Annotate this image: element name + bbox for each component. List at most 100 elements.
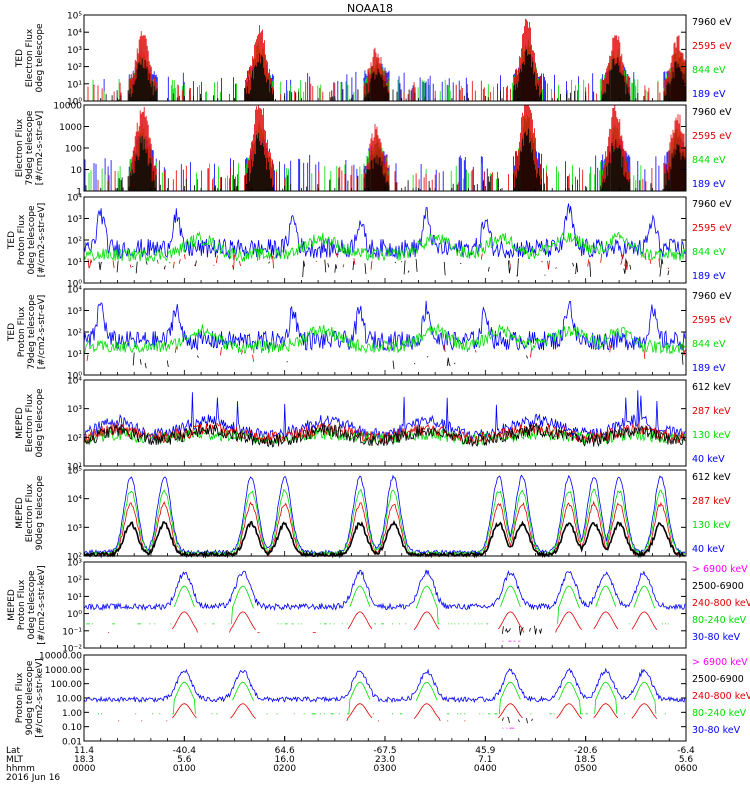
legend-entry: 2595 eV [692,41,732,52]
series-189-ev [83,300,686,352]
figure-title: NOAA18 [347,2,393,15]
y-axis-label: Proton Flux [17,306,27,357]
y-tick-label: 10¹ [67,593,82,603]
y-tick-label: 0.10 [62,723,82,733]
y-axis-label: TED [7,231,17,250]
x-tick-label: -6.4 [677,746,695,756]
y-tick-label: 10³ [67,46,82,56]
legend-entry: 40 keV [692,544,725,555]
series-2595-ev [97,105,686,191]
series-7960-ev [99,258,681,277]
y-axis-label: MEPED [15,497,25,529]
y-tick-label: 10000.00 [39,652,82,662]
panel-1: 10⁰ 10¹ 10² 10³ 10⁴ 10⁵ TED Electron Flux 0deg t… [15,12,732,108]
y-axis-label: [#/cm2-s-str-keV] [37,565,47,644]
x-row-label: MLT [6,755,24,765]
y-tick-label: 0.01 [62,738,82,748]
y-tick-label: 10.00 [56,695,82,705]
x-row-label: 2016 Jun 16 [6,773,60,783]
y-axis-label: Proton Flux [15,672,25,723]
panel-frame [83,379,687,467]
y-tick-label: 10⁰ [67,610,82,620]
y-tick-label: 10² [67,576,82,586]
series-612-kev [83,423,686,448]
y-tick-label: 10⁴ [67,495,82,505]
x-tick-label: 0500 [574,764,597,774]
y-tick-label: 10² [67,553,82,563]
x-tick-label: 23.0 [375,755,395,765]
legend-entry: 844 eV [692,339,726,350]
legend-entry: 30-80 keV [692,725,741,736]
y-axis-label: Proton Flux [17,579,27,630]
legend-entry: 189 eV [692,271,726,282]
series-7960-ev [85,128,686,191]
series-80-240-kev [98,682,685,714]
panel-3: 10⁰ 10¹ 10² 10³ 10⁴ TED Proton Flux 0deg telesc… [7,194,732,290]
y-axis-label: Proton Flux [17,214,27,265]
panel-frame [83,288,687,376]
x-tick-label: 0100 [173,764,196,774]
legend-entry: 7960 eV [692,107,732,118]
series-30-80-kev [83,569,686,612]
series-2595-ev [86,344,686,362]
y-tick-label: 10³ [67,405,82,415]
series-2595-ev [88,253,684,269]
legend-entry: 844 eV [692,247,726,258]
panel-8: 0.01 0.10 1.00 10.00 100.00 1000.00 10000.00 Pr… [15,652,750,748]
x-tick-label: 5.6 [679,755,694,765]
y-axis-label: 79deg telescope [25,110,35,185]
y-tick-label: 10⁻² [62,645,82,655]
x-tick-label: 0600 [675,764,698,774]
y-axis-label: Electron Flux [15,118,25,177]
series-2500-6900 [502,625,542,636]
y-tick-label: 10² [67,63,82,73]
y-axis-label: Electron Flux [25,483,35,542]
x-tick-label: 5.6 [177,755,192,765]
y-tick-label: 10⁰ [67,280,82,290]
y-axis-label: Electron Flux [25,393,35,452]
legend-entry: 30-80 keV [692,632,741,643]
y-tick-label: 10¹ [67,80,82,90]
series-80-240-kev [86,586,685,624]
y-axis-label: TED [15,49,25,68]
legend-entry: 189 eV [692,89,726,100]
x-tick-label: 0000 [73,764,96,774]
x-tick-label: 18.3 [74,755,94,765]
y-tick-label: 10³ [67,307,82,317]
y-tick-label: 10⁴ [67,286,82,296]
y-tick-label: 10⁰ [67,372,82,382]
legend-entry: 189 eV [692,363,726,374]
series-7960-ev [105,49,686,101]
x-tick-label: 64.6 [275,746,295,756]
x-tick-label: 11.4 [74,746,94,756]
y-axis-label: [#/cm2-s-str-keV] [35,658,45,737]
legend-entry: 189 eV [692,179,726,190]
x-tick-label: -67.5 [373,746,396,756]
legend-entry: 7960 eV [692,199,732,210]
y-axis-label: 0deg telescope [35,23,45,93]
legend-entry: > 6900 keV [692,657,748,668]
y-tick-label: 10¹ [67,350,82,360]
y-axis-label: TED [7,323,17,342]
y-axis-label: [#/cm2-s-str-eV] [35,111,45,186]
y-tick-label: 100.00 [51,680,83,690]
series-844-ev [83,231,686,263]
legend-entry: 240-800 keV [692,598,750,609]
y-tick-label: 10³ [67,215,82,225]
y-tick-label: 10000 [53,102,82,112]
x-tick-label: 45.9 [475,746,495,756]
legend-entry: 844 eV [692,65,726,76]
y-axis-label: 0deg telescope [27,205,37,275]
y-tick-label: 1000 [59,123,82,133]
legend-entry: 240-800 keV [692,691,750,702]
y-axis-label: MEPED [15,407,25,439]
legend-entry: 2595 eV [692,315,732,326]
legend-entry: 7960 eV [692,291,732,302]
y-axis-label: [#/cm2-s-str-eV] [37,295,47,370]
series-30-80-kev [83,667,686,704]
y-tick-label: 100 [65,145,82,155]
legend-entry: 7960 eV [692,17,732,28]
legend-entry: 2595 eV [692,223,732,234]
x-row-label: hhmm [6,764,35,774]
panel-4: 10⁰ 10¹ 10² 10³ 10⁴ TED Proton Flux 79deg teles… [7,286,732,382]
